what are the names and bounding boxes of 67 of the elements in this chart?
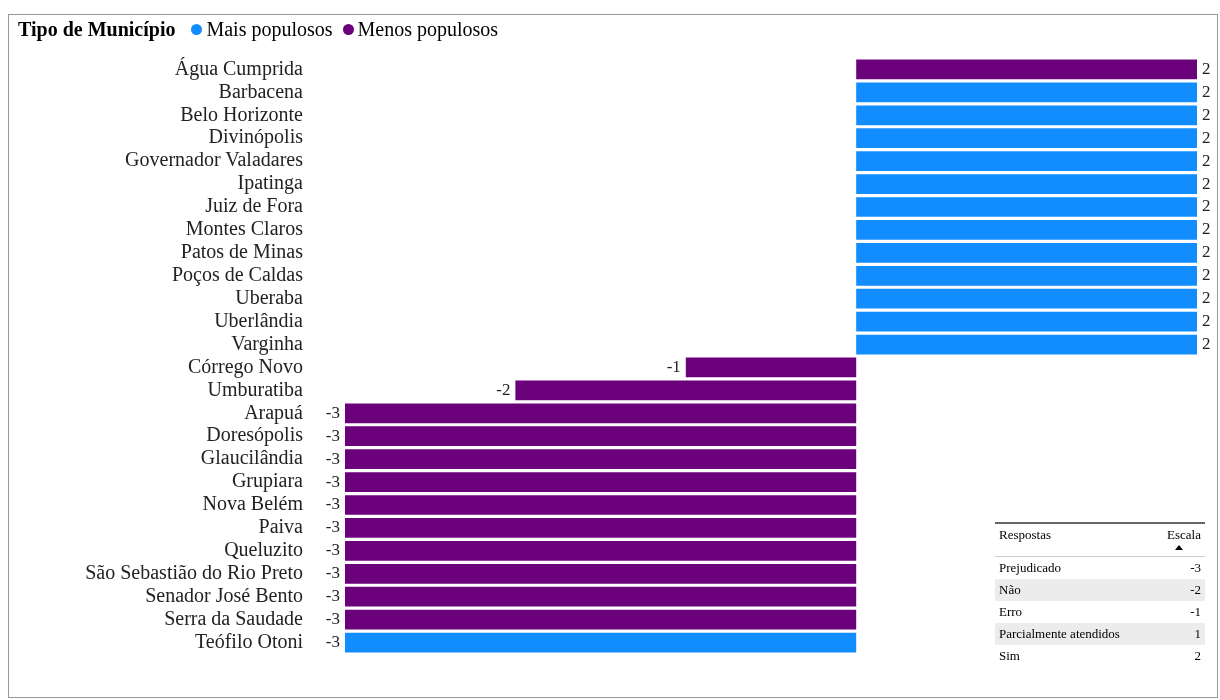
- y-tick-label: Arapuá: [244, 400, 304, 424]
- annotation: Erro: [998, 603, 1024, 621]
- y-tick-label: Grupiara: [231, 469, 304, 493]
- y-tick-label: Ipatinga: [237, 171, 304, 195]
- data-label: 2: [1202, 58, 1211, 78]
- data-label: 2: [1202, 219, 1211, 239]
- y-tick-label: Queluzito: [224, 538, 303, 561]
- annotation: 2: [1193, 647, 1202, 665]
- y-tick-label: Uberaba: [235, 285, 304, 308]
- data-label: -3: [325, 402, 340, 422]
- y-tick-label: Juiz de Fora: [205, 194, 304, 217]
- annotation: -1: [1189, 603, 1202, 621]
- data-label: -3: [325, 494, 340, 514]
- data-label: 2: [1202, 127, 1211, 147]
- y-tick-label: Belo Horizonte: [180, 102, 304, 125]
- data-label: -3: [325, 471, 340, 491]
- annotation: -3: [1189, 559, 1202, 577]
- annotation: Respostas: [995, 523, 1154, 557]
- legend-label: Mais populosos: [206, 18, 333, 41]
- y-tick-label: Varginha: [231, 331, 304, 355]
- data-label: -3: [325, 563, 340, 583]
- y-tick-label: Governador Valadares: [125, 148, 304, 171]
- annotation: Parcialmente atendidos: [995, 623, 1154, 645]
- data-label: -3: [325, 632, 340, 652]
- data-label: -3: [325, 425, 340, 445]
- data-label: -3: [325, 586, 340, 606]
- annotation: 1: [1153, 623, 1205, 645]
- y-tick-label: Glaucilândia: [200, 446, 304, 469]
- data-label: 2: [1202, 311, 1211, 331]
- data-label: 2: [1202, 288, 1211, 308]
- y-tick-label: Montes Claros: [185, 217, 304, 240]
- data-label: -1: [666, 356, 681, 376]
- data-label: -3: [325, 609, 340, 629]
- y-tick-label: Paiva: [258, 515, 304, 538]
- data-label: 2: [1202, 81, 1211, 101]
- y-tick-label: Serra da Saudade: [164, 606, 304, 629]
- y-tick-label: Patos de Minas: [180, 240, 304, 263]
- y-tick-label: Água Cumprida: [174, 56, 304, 80]
- data-label: 2: [1202, 150, 1211, 170]
- annotation: Prejudicado: [998, 559, 1063, 577]
- data-label: 2: [1202, 196, 1211, 216]
- data-label: -3: [325, 517, 340, 537]
- data-label: -3: [325, 540, 340, 560]
- legend-title: Tipo de Município: [18, 18, 176, 41]
- y-tick-label: São Sebastião do Rio Preto: [85, 561, 303, 584]
- data-label: 2: [1202, 265, 1211, 285]
- data-label: 2: [1202, 104, 1211, 124]
- data-label: -3: [325, 448, 340, 468]
- annotation: Escala: [1153, 523, 1205, 557]
- y-tick-label: Umburatiba: [207, 377, 304, 400]
- data-label: -2: [496, 379, 511, 399]
- data-label: 2: [1202, 334, 1211, 354]
- y-tick-label: Nova Belém: [202, 492, 304, 515]
- legend-label: Menos populosos: [357, 18, 499, 41]
- data-label: 2: [1202, 242, 1211, 262]
- y-tick-label: Senador José Bento: [145, 583, 303, 606]
- annotation: -2: [1153, 579, 1205, 601]
- y-tick-label: Barbacena: [218, 79, 304, 102]
- y-tick-label: Divinópolis: [208, 125, 304, 149]
- y-tick-label: Córrego Novo: [188, 354, 303, 378]
- y-tick-label: Uberlândia: [214, 308, 304, 331]
- annotation: Sim: [998, 647, 1021, 665]
- annotation: Não: [995, 579, 1154, 601]
- y-tick-label: Teófilo Otoni: [194, 629, 304, 652]
- y-tick-label: Doresópolis: [206, 423, 304, 447]
- data-label: 2: [1202, 173, 1211, 193]
- y-tick-label: Poços de Caldas: [171, 263, 304, 287]
